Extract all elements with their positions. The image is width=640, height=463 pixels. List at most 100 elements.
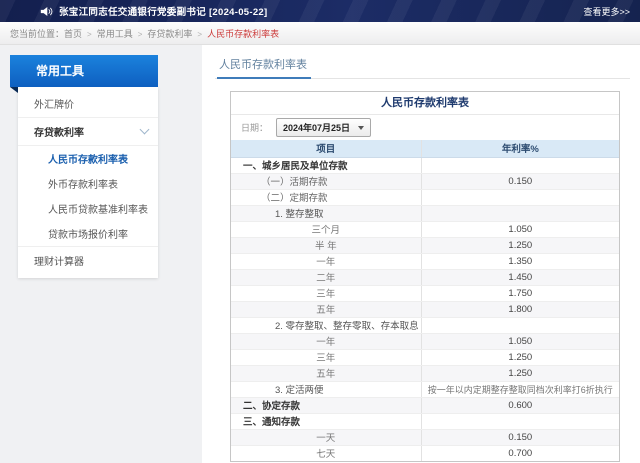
rate-cell: 0.600: [420, 397, 619, 414]
item-cell: 三个月: [231, 221, 422, 238]
rate-table-row: 三年 1.750: [231, 285, 619, 302]
rate-table: 项目 年利率% 一、城乡居民及单位存款 （一）活期存款 0.150 （二）定期存款 1.…: [231, 140, 619, 461]
rate-table-row: （一）活期存款 0.150: [231, 173, 619, 190]
date-row: 日期： 2024年07月25日: [231, 115, 619, 140]
date-select-value: 2024年07月25日: [283, 123, 351, 133]
view-more-link[interactable]: 查看更多>>: [583, 6, 630, 17]
sidebar-item-sub-3[interactable]: 外币存款利率表: [18, 171, 158, 196]
item-cell: 二、协定存款: [231, 397, 422, 414]
date-label: 日期：: [241, 123, 269, 133]
breadcrumb-separator-icon: >: [137, 29, 143, 39]
rate-table-row: 二年 1.450: [231, 269, 619, 286]
rate-cell: [420, 189, 619, 206]
item-cell: 五年: [231, 365, 422, 382]
rate-table-row: 1. 整存整取: [231, 205, 619, 222]
item-cell: 3. 定活两便: [231, 381, 422, 398]
sidebar-item-label: 人民币存款利率表: [48, 155, 128, 166]
item-cell: 二年: [231, 269, 422, 286]
sidebar-title-label: 常用工具: [36, 64, 85, 78]
item-cell: 半 年: [231, 237, 422, 254]
sidebar-item-top-1[interactable]: 存贷款利率: [18, 118, 158, 146]
item-cell: 五年: [231, 301, 422, 318]
rate-table-row: 3. 定活两便 按一年以内定期整存整取同档次利率打6折执行: [231, 381, 619, 398]
announcement-link[interactable]: 张宝江同志任交通银行党委副书记 [2024-05-22]: [59, 7, 268, 18]
breadcrumb-link[interactable]: 常用工具: [96, 28, 133, 39]
item-cell: 一年: [231, 333, 422, 350]
announcement-bar: 张宝江同志任交通银行党委副书记 [2024-05-22] 查看更多>>: [0, 0, 640, 22]
column-header-rate: 年利率%: [420, 140, 619, 158]
item-cell: 一天: [231, 429, 422, 446]
item-cell: 七天: [316, 449, 336, 461]
item-cell: 三、通知存款: [231, 413, 422, 430]
ribbon-fold: [10, 87, 18, 93]
rate-table-row: 三年 1.250: [231, 349, 619, 366]
column-header-item: 项目: [231, 140, 422, 158]
page-title-bar: 人民币存款利率表: [215, 55, 630, 79]
content-area: 人民币存款利率表 人民币存款利率表 日期： 2024年07月25日 项目 年利率…: [202, 45, 640, 463]
rate-cell: 0.150: [420, 173, 619, 190]
item-cell: 三年: [231, 349, 422, 366]
sidebar-item-sub-4[interactable]: 人民币贷款基准利率表: [18, 196, 158, 221]
sidebar-item-label: 人民币贷款基准利率表: [48, 205, 148, 216]
rate-cell: 0.700: [420, 445, 619, 461]
rate-cell: [420, 413, 619, 430]
table-caption: 人民币存款利率表: [231, 92, 619, 115]
rate-table-row: 三、通知存款: [231, 413, 619, 430]
chevron-down-icon: [139, 124, 150, 135]
breadcrumb: 您当前位置： 首页 > 常用工具 > 存贷款利率 > 人民币存款利率表: [0, 22, 640, 45]
rate-table-row: （二）定期存款: [231, 189, 619, 206]
sidebar-item-label: 理财计算器: [34, 257, 84, 268]
rate-cell: 0.150: [420, 429, 619, 446]
table-header-row: 项目 年利率%: [231, 140, 619, 158]
sidebar: 常用工具 外汇牌价存贷款利率人民币存款利率表 外币存款利率表人民币贷款基准利率表贷…: [10, 55, 158, 278]
item-cell: 一年: [231, 253, 422, 270]
main-area: 常用工具 外汇牌价 存贷款利率 人民币存款利率表 外币存款利率表 人民币贷款基准利率表贷…: [0, 45, 640, 463]
item-cell: （一）活期存款: [231, 173, 422, 190]
breadcrumb-prefix: 您当前位置：: [10, 28, 65, 39]
rate-cell: 1.050: [420, 221, 619, 238]
rate-table-row: 三个月 1.050: [231, 221, 619, 238]
breadcrumb-separator-icon: >: [197, 29, 203, 39]
rate-cell: 1.250: [420, 349, 619, 366]
item-cell: 三年: [231, 285, 422, 302]
announcement-group: 张宝江同志任交通银行党委副书记 [2024-05-22]: [40, 4, 267, 18]
rate-cell: 1.350: [420, 253, 619, 270]
rate-table-row: 一年 1.050: [231, 333, 619, 350]
rate-table-row: 二、协定存款 0.600: [231, 397, 619, 414]
rate-table-row: 一、城乡居民及单位存款: [231, 157, 619, 174]
sidebar-item-label: 存贷款利率: [34, 128, 84, 139]
breadcrumb-separator-icon: >: [87, 29, 92, 39]
sidebar-item-label: 外币存款利率表: [48, 180, 118, 191]
rate-cell: 1.250: [420, 365, 619, 382]
rate-cell: 1.750: [420, 285, 619, 302]
sidebar-item-top-6[interactable]: 理财计算器: [18, 247, 158, 274]
sidebar-item-label: 外汇牌价: [34, 100, 74, 111]
sidebar-item-sub-5[interactable]: 贷款市场报价利率: [18, 221, 158, 247]
rate-table-row: 一年 1.350: [231, 253, 619, 270]
rate-table-row: 五年 1.250: [231, 365, 619, 382]
rate-cell: [420, 205, 619, 222]
rate-cell: [420, 317, 619, 334]
item-cell: 一、城乡居民及单位存款: [231, 157, 422, 174]
speaker-icon: [40, 6, 53, 17]
date-select[interactable]: 2024年07月25日: [276, 118, 372, 137]
rate-cell: [420, 157, 619, 174]
sidebar-title: 常用工具: [10, 55, 158, 87]
sidebar-item-active-2[interactable]: 人民币存款利率表: [18, 146, 158, 171]
rate-cell: 按一年以内定期整存整取同档次利率打6折执行: [420, 381, 619, 398]
dropdown-arrow-icon: [358, 125, 365, 130]
breadcrumb-current: 人民币存款利率表: [207, 28, 280, 39]
rate-cell: 1.800: [420, 301, 619, 318]
item-cell: 1. 整存整取: [231, 205, 422, 222]
rate-table-row: 七天 0.700: [231, 445, 619, 461]
sidebar-item-top-0[interactable]: 外汇牌价: [18, 90, 158, 118]
breadcrumb-link[interactable]: 首页: [64, 28, 83, 39]
item-cell: （二）定期存款: [231, 189, 422, 206]
rate-table-row: 2. 零存整取、整存零取、存本取息: [231, 317, 619, 334]
rate-table-box: 人民币存款利率表 日期： 2024年07月25日 项目 年利率% 一、城乡居民及…: [230, 91, 620, 462]
rate-cell: 1.250: [420, 237, 619, 254]
breadcrumb-link[interactable]: 存贷款利率: [147, 28, 193, 39]
rate-table-row: 五年 1.800: [231, 301, 619, 318]
page-title: 人民币存款利率表: [217, 56, 311, 79]
rate-cell: 1.050: [420, 333, 619, 350]
